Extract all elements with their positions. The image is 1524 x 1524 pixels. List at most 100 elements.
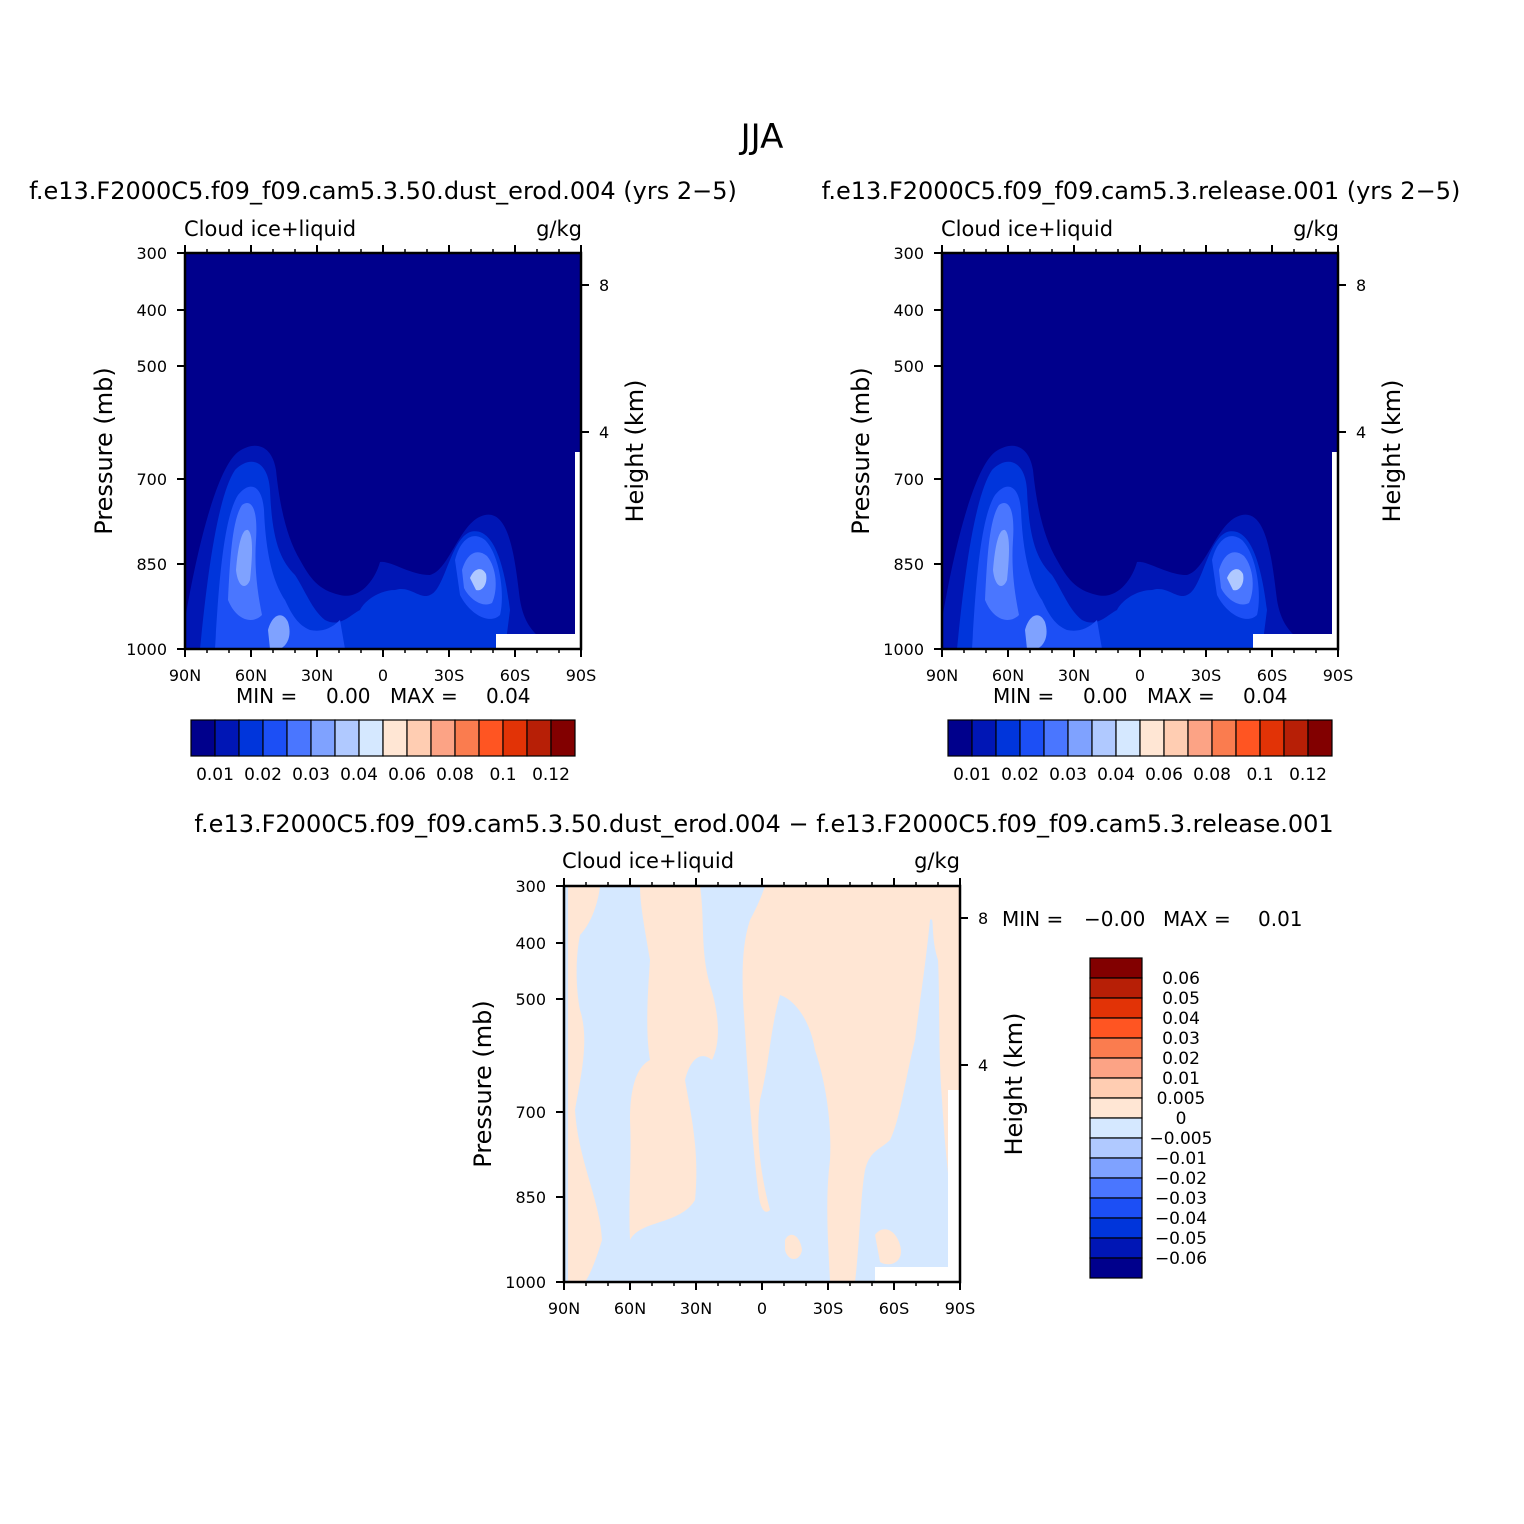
max-label: MAX = xyxy=(1163,907,1231,931)
colorbar-swatch xyxy=(1089,1137,1143,1159)
panel-title: f.e13.F2000C5.f09_f09.cam5.3.50.dust_ero… xyxy=(194,810,1333,838)
missing-data-mask xyxy=(1253,634,1338,649)
colorbar: 0.01 0.02 0.03 0.04 0.06 0.08 0.1 0.12 xyxy=(190,719,576,785)
y2-axis-label: Height (km) xyxy=(1378,380,1406,523)
x-tick-label: 60S xyxy=(500,666,531,685)
x-tick-label: 0 xyxy=(378,666,388,685)
positive-anomaly-region xyxy=(568,886,602,1282)
colorbar-swatch xyxy=(1139,719,1165,757)
panel-title: f.e13.F2000C5.f09_f09.cam5.3.50.dust_ero… xyxy=(29,177,737,205)
panel-right: f.e13.F2000C5.f09_f09.cam5.3.release.001… xyxy=(822,177,1461,708)
x-tick-label: 90S xyxy=(945,1299,976,1318)
contour-level-6b xyxy=(268,615,290,649)
colorbar-swatch xyxy=(550,719,576,757)
colorbar-swatch xyxy=(238,719,264,757)
colorbar-swatch xyxy=(1307,719,1333,757)
colorbar-swatch xyxy=(1115,719,1141,757)
plot-area xyxy=(183,251,583,651)
colorbar-swatch xyxy=(1089,1097,1143,1119)
colorbar-swatch xyxy=(971,719,997,757)
y-tick-label: 400 xyxy=(515,934,546,953)
missing-data xyxy=(1253,452,1338,649)
right-string: g/kg xyxy=(1293,217,1339,241)
colorbar-label: 0.04 xyxy=(340,765,378,785)
y2-tick-label: 4 xyxy=(1356,423,1366,442)
positive-anomaly-region xyxy=(629,886,718,1240)
colorbar-swatch xyxy=(1235,719,1261,757)
colorbar-label: 0.01 xyxy=(1162,1069,1200,1089)
colorbar-swatch xyxy=(1163,719,1189,757)
max-value: 0.01 xyxy=(1258,907,1303,931)
y-tick-label: 500 xyxy=(136,357,167,376)
colorbar-swatch xyxy=(1089,1217,1143,1239)
colorbar-swatch xyxy=(1089,1017,1143,1039)
y-tick-label: 300 xyxy=(515,877,546,896)
positive-anomaly-region xyxy=(875,1229,901,1265)
right-string: g/kg xyxy=(536,217,582,241)
x-tick-label: 30S xyxy=(813,1299,844,1318)
x-tick-label: 0 xyxy=(1135,666,1145,685)
axes: 90N 60N 30N 0 30S 60S 90S 300 400 500 700 850 1000 8 4 xyxy=(505,877,988,1318)
colorbar-label: 0.04 xyxy=(1097,765,1135,785)
y-tick-label: 500 xyxy=(893,357,924,376)
colorbar-swatch xyxy=(1089,1157,1143,1179)
x-tick-label: 30N xyxy=(680,1299,712,1318)
colorbar-swatch xyxy=(382,719,408,757)
colorbar-swatch xyxy=(262,719,288,757)
colorbar-swatch xyxy=(214,719,240,757)
missing-data xyxy=(496,452,581,649)
colorbar-label: 0.05 xyxy=(1162,989,1200,1009)
y-tick-label: 700 xyxy=(136,470,167,489)
colorbar-swatch xyxy=(1089,957,1143,979)
x-tick-label: 60N xyxy=(992,666,1024,685)
y-tick-label: 1000 xyxy=(505,1273,546,1292)
max-value: 0.04 xyxy=(1243,684,1288,708)
min-label: MIN = xyxy=(993,684,1054,708)
x-tick-label: 30S xyxy=(1191,666,1222,685)
contour-level-6b xyxy=(1025,615,1047,649)
colorbar-swatch xyxy=(1043,719,1069,757)
colorbar-swatch xyxy=(358,719,384,757)
colorbar-swatch xyxy=(1091,719,1117,757)
contour-level-7 xyxy=(1227,569,1244,591)
x-tick-label: 60S xyxy=(879,1299,910,1318)
colorbar-label: 0.06 xyxy=(1145,765,1183,785)
y2-axis-label: Height (km) xyxy=(1000,1013,1028,1156)
y2-tick-label: 4 xyxy=(978,1056,988,1075)
y-tick-label: 850 xyxy=(515,1188,546,1207)
colorbar-label: 0.12 xyxy=(1289,765,1327,785)
colorbar-swatch xyxy=(1089,1037,1143,1059)
missing-data-mask xyxy=(875,1267,960,1282)
colorbar-swatch xyxy=(1187,719,1213,757)
colorbar-swatch xyxy=(454,719,480,757)
min-label: MIN = xyxy=(1002,907,1063,931)
colorbar-swatch xyxy=(526,719,552,757)
colorbar-swatch xyxy=(310,719,336,757)
colorbar-label: 0.02 xyxy=(244,765,282,785)
colorbar: 0.060.050.040.030.020.010.0050−0.005−0.0… xyxy=(1089,957,1213,1279)
colorbar-swatch xyxy=(1089,1197,1143,1219)
figure-title: JJA xyxy=(739,117,784,157)
x-tick-label: 60N xyxy=(614,1299,646,1318)
plot-area xyxy=(562,884,962,1284)
colorbar-swatch xyxy=(1089,1057,1143,1079)
min-value: 0.00 xyxy=(326,684,371,708)
colorbar-label: 0.06 xyxy=(1162,969,1200,989)
missing-data-mask xyxy=(496,634,581,649)
contour-fills xyxy=(942,445,1317,649)
x-tick-label: 90N xyxy=(169,666,201,685)
colorbar-swatch xyxy=(1089,1237,1143,1259)
x-tick-label: 30N xyxy=(1058,666,1090,685)
colorbar-label: 0.005 xyxy=(1157,1089,1206,1109)
y2-tick-label: 8 xyxy=(1356,276,1366,295)
x-tick-label: 30N xyxy=(301,666,333,685)
colorbar-label: −0.005 xyxy=(1150,1129,1213,1149)
panel-title: f.e13.F2000C5.f09_f09.cam5.3.release.001… xyxy=(822,177,1461,205)
colorbar-label: 0.01 xyxy=(196,765,234,785)
y-axis-label: Pressure (mb) xyxy=(90,367,118,534)
max-label: MAX = xyxy=(1147,684,1215,708)
colorbar-swatch xyxy=(1089,1257,1143,1279)
y2-tick-label: 8 xyxy=(978,909,988,928)
missing-data-mask xyxy=(575,452,581,649)
